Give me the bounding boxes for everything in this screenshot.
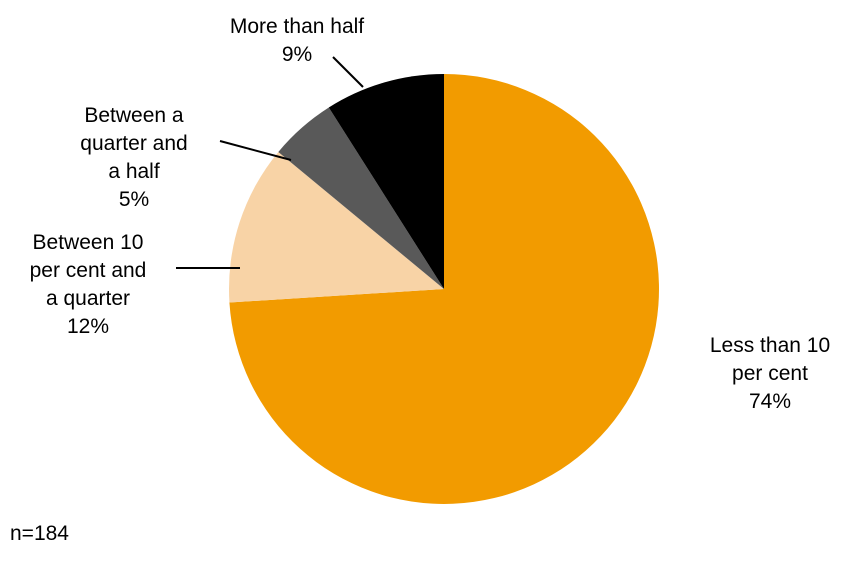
slice-category-label-3: a half: [108, 160, 160, 183]
slice-category-label-1: Less than 10: [710, 334, 830, 357]
slice-category-label-2: Between 10: [33, 231, 144, 254]
slice-value-label-4: 9%: [282, 43, 312, 66]
slice-value-label-2: 12%: [67, 315, 109, 338]
pie-slice-3: [278, 107, 444, 289]
slice-category-label-1: per cent: [732, 362, 808, 385]
sample-size-note: n=184: [10, 522, 69, 545]
slice-category-label-2: per cent and: [30, 259, 147, 282]
leader-line-3: [219, 140, 292, 161]
slice-category-label-4: More than half: [230, 15, 364, 38]
pie-slice-4: [328, 74, 444, 289]
pie-slice-1: [229, 74, 659, 505]
slice-category-label-3: Between a: [84, 104, 184, 127]
slice-value-label-3: 5%: [119, 188, 149, 211]
leader-line-4: [332, 56, 364, 88]
slice-value-label-1: 74%: [749, 390, 791, 413]
slice-category-label-3: quarter and: [80, 132, 187, 155]
pie-slice-2: [229, 151, 444, 303]
slice-category-label-2: a quarter: [46, 287, 130, 310]
